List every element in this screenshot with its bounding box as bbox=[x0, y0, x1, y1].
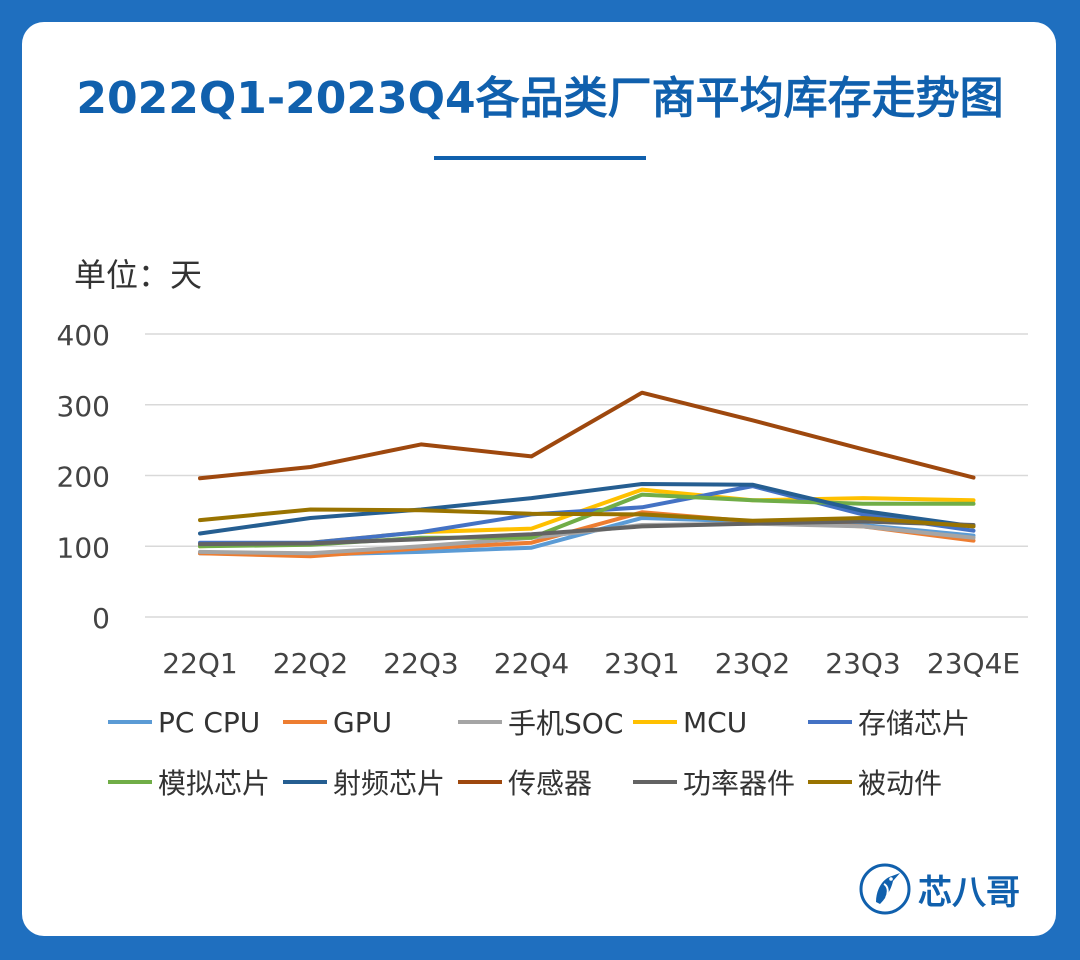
legend-swatch bbox=[108, 780, 152, 784]
brand-mark: 芯八哥 bbox=[858, 862, 1020, 916]
series-lines bbox=[198, 390, 976, 559]
brand-name: 芯八哥 bbox=[918, 872, 1020, 913]
legend-swatch bbox=[808, 720, 852, 724]
series-line-7 bbox=[198, 390, 976, 481]
x-tick-label: 23Q1 bbox=[604, 647, 679, 680]
legend-item: GPU bbox=[283, 702, 458, 742]
y-tick-label: 100 bbox=[57, 531, 110, 564]
y-axis-ticks: 0 100 200 300 400 bbox=[57, 319, 110, 635]
legend-label: 模拟芯片 bbox=[158, 767, 271, 800]
x-tick-label: 22Q1 bbox=[162, 647, 237, 680]
legend-label: 存储芯片 bbox=[858, 707, 971, 740]
legend-label: PC CPU bbox=[158, 705, 261, 739]
legend-item: 存储芯片 bbox=[808, 702, 983, 742]
legend-item: 模拟芯片 bbox=[108, 762, 283, 802]
title-underline bbox=[434, 156, 646, 160]
legend-label: GPU bbox=[333, 705, 393, 739]
legend-swatch bbox=[108, 720, 152, 724]
legend: PC CPU GPU 手机SOC MCU 存储芯片模拟芯片 射频芯片 传感器 功率器件 被动件 bbox=[108, 702, 1048, 802]
y-unit-label: 单位：天 bbox=[74, 256, 203, 294]
x-tick-label: 23Q3 bbox=[825, 647, 900, 680]
y-tick-label: 0 bbox=[92, 602, 110, 635]
kingfisher-bird-icon bbox=[859, 863, 911, 915]
chart-title: 2022Q1-2023Q4各品类厂商平均库存走势图 bbox=[76, 73, 1004, 124]
legend-swatch bbox=[458, 780, 502, 784]
legend-swatch bbox=[633, 780, 677, 784]
series-line-8 bbox=[198, 519, 976, 547]
x-tick-label: 23Q2 bbox=[715, 647, 790, 680]
chart-card bbox=[22, 22, 1056, 936]
gridlines bbox=[145, 333, 1028, 618]
legend-swatch bbox=[633, 720, 677, 724]
x-tick-label: 22Q2 bbox=[273, 647, 348, 680]
legend-swatch bbox=[458, 720, 502, 724]
y-tick-label: 200 bbox=[57, 461, 110, 494]
legend-item: 射频芯片 bbox=[283, 762, 458, 802]
legend-swatch bbox=[283, 780, 327, 784]
legend-item: PC CPU bbox=[108, 702, 283, 742]
legend-item: MCU bbox=[633, 702, 808, 742]
legend-item: 被动件 bbox=[808, 762, 983, 802]
legend-item: 功率器件 bbox=[633, 762, 808, 802]
legend-label: 功率器件 bbox=[683, 767, 796, 800]
legend-label: 传感器 bbox=[508, 767, 593, 800]
legend-label: 被动件 bbox=[858, 767, 943, 800]
legend-swatch bbox=[808, 780, 852, 784]
y-tick-label: 400 bbox=[57, 319, 110, 352]
x-tick-label: 22Q3 bbox=[383, 647, 458, 680]
legend-swatch bbox=[283, 720, 327, 724]
legend-label: MCU bbox=[683, 705, 748, 739]
x-axis-ticks: 22Q1 22Q2 22Q3 22Q4 23Q1 23Q2 23Q3 23Q4E bbox=[162, 647, 1020, 680]
series-line-6 bbox=[198, 482, 976, 536]
legend-label: 射频芯片 bbox=[333, 767, 446, 800]
y-tick-label: 300 bbox=[57, 390, 110, 423]
series-line-9 bbox=[198, 507, 976, 529]
legend-item: 手机SOC bbox=[458, 702, 633, 742]
legend-label: 手机SOC bbox=[508, 707, 624, 740]
legend-item: 传感器 bbox=[458, 762, 633, 802]
x-tick-label: 23Q4E bbox=[927, 647, 1020, 680]
x-tick-label: 22Q4 bbox=[494, 647, 569, 680]
